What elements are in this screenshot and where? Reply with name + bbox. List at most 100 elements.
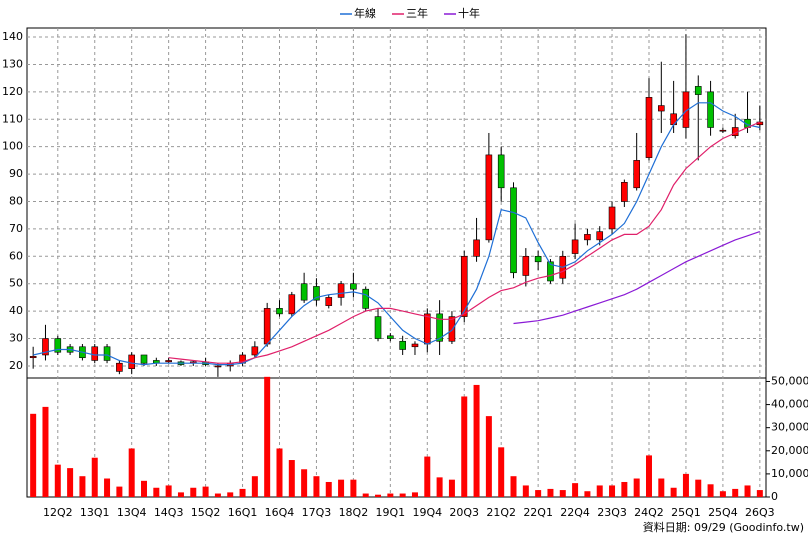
- candle-body: [313, 286, 320, 301]
- y-tick-label: 70: [9, 222, 23, 235]
- y-tick-label: 80: [9, 194, 23, 207]
- candle-body: [596, 231, 604, 241]
- x-tick-label: 12Q2: [43, 506, 73, 519]
- candle-body: [325, 297, 333, 306]
- volume-bar: [67, 468, 74, 497]
- candle-body: [460, 256, 468, 317]
- candle-body: [707, 91, 714, 128]
- volume-bar: [104, 478, 111, 497]
- volume-bar: [54, 464, 61, 497]
- y-tick-label: 100: [2, 140, 23, 153]
- volume-bar: [535, 490, 542, 497]
- candle-body: [485, 154, 493, 241]
- y-tick-label: 120: [2, 85, 23, 98]
- candle-body: [547, 261, 554, 282]
- candle-body: [42, 338, 49, 356]
- volume-bar: [276, 448, 283, 497]
- volume-bar: [288, 460, 295, 497]
- y-tick-label: 130: [2, 57, 23, 70]
- y2-tick-label: 30,000: [771, 421, 808, 434]
- x-tick-label: 17Q3: [302, 506, 332, 519]
- volume-bar: [153, 487, 160, 497]
- candle-body: [571, 239, 579, 254]
- y2-tick-label: 10,000: [771, 467, 808, 480]
- x-tick-label: 16Q1: [228, 506, 258, 519]
- volume-bar: [387, 493, 394, 497]
- volume-bar: [732, 488, 739, 497]
- volume-bar: [301, 469, 308, 497]
- legend-label: 三年: [406, 6, 428, 20]
- candle-body: [103, 346, 111, 361]
- volume-bar: [498, 447, 505, 497]
- volume-bar: [448, 479, 455, 497]
- y2-tick-label: 50,000: [771, 374, 808, 387]
- volume-bar: [633, 478, 640, 497]
- volume-bar: [251, 476, 258, 497]
- volume-bar: [375, 494, 382, 497]
- volume-bar: [559, 490, 566, 497]
- x-tick-label: 25Q4: [708, 506, 738, 519]
- volume-bar: [214, 493, 221, 497]
- y-tick-label: 110: [2, 112, 23, 125]
- x-tick-label: 22Q4: [560, 506, 590, 519]
- x-tick-label: 19Q1: [376, 506, 406, 519]
- y-tick-label: 90: [9, 167, 23, 180]
- y-tick-label: 40: [9, 304, 23, 317]
- volume-bar: [42, 406, 49, 497]
- volume-bar: [30, 413, 37, 497]
- volume-bar: [227, 492, 234, 497]
- x-tick-label: 26Q3: [745, 506, 775, 519]
- y2-tick-label: 20,000: [771, 444, 808, 457]
- candle-body: [116, 362, 123, 372]
- volume-bar: [202, 486, 209, 497]
- volume-bar: [584, 491, 591, 497]
- volume-bar: [645, 455, 652, 497]
- candle-body: [399, 340, 406, 350]
- volume-bar: [547, 488, 554, 497]
- volume-bar: [116, 486, 123, 497]
- candle-body: [29, 356, 37, 359]
- x-tick-label: 18Q2: [339, 506, 369, 519]
- y-tick-label: 30: [9, 332, 23, 345]
- candle-body: [448, 316, 456, 342]
- volume-bar: [325, 481, 332, 497]
- x-tick-label: 13Q1: [80, 506, 110, 519]
- volume-bar: [473, 384, 480, 497]
- candle-body: [423, 313, 431, 345]
- x-tick-label: 15Q2: [191, 506, 221, 519]
- volume-bar: [141, 480, 148, 497]
- candle-body: [128, 354, 135, 369]
- volume-bar: [670, 487, 677, 497]
- candle-body: [337, 283, 345, 298]
- y-tick-label: 60: [9, 249, 23, 262]
- x-tick-label: 13Q4: [117, 506, 147, 519]
- candle-body: [510, 187, 517, 274]
- volume-bar: [461, 396, 468, 497]
- candle-body: [276, 308, 283, 315]
- volume-bar: [177, 492, 184, 497]
- legend-label: 年線: [354, 6, 376, 20]
- volume-bar: [436, 477, 443, 497]
- volume-bar: [350, 479, 357, 497]
- candle-body: [54, 338, 62, 353]
- candle-body: [300, 283, 308, 301]
- volume-bar: [362, 493, 369, 497]
- volume-bar: [695, 479, 702, 497]
- candle-body: [263, 308, 271, 345]
- volume-bar: [609, 485, 616, 497]
- candle-body: [165, 360, 172, 363]
- x-tick-label: 25Q1: [671, 506, 701, 519]
- candle-body: [719, 129, 727, 132]
- volume-bar: [128, 448, 135, 497]
- candle-body: [584, 234, 591, 241]
- candle-body: [362, 288, 370, 309]
- candle-body: [522, 256, 530, 276]
- volume-bar: [719, 491, 726, 497]
- plot-frame: [26, 27, 767, 498]
- volume-bar: [424, 456, 431, 497]
- ma-line: [33, 102, 760, 366]
- volume-bar: [756, 490, 763, 497]
- candle-body: [436, 313, 443, 342]
- volume-bar: [399, 493, 406, 497]
- ma-line: [168, 121, 761, 364]
